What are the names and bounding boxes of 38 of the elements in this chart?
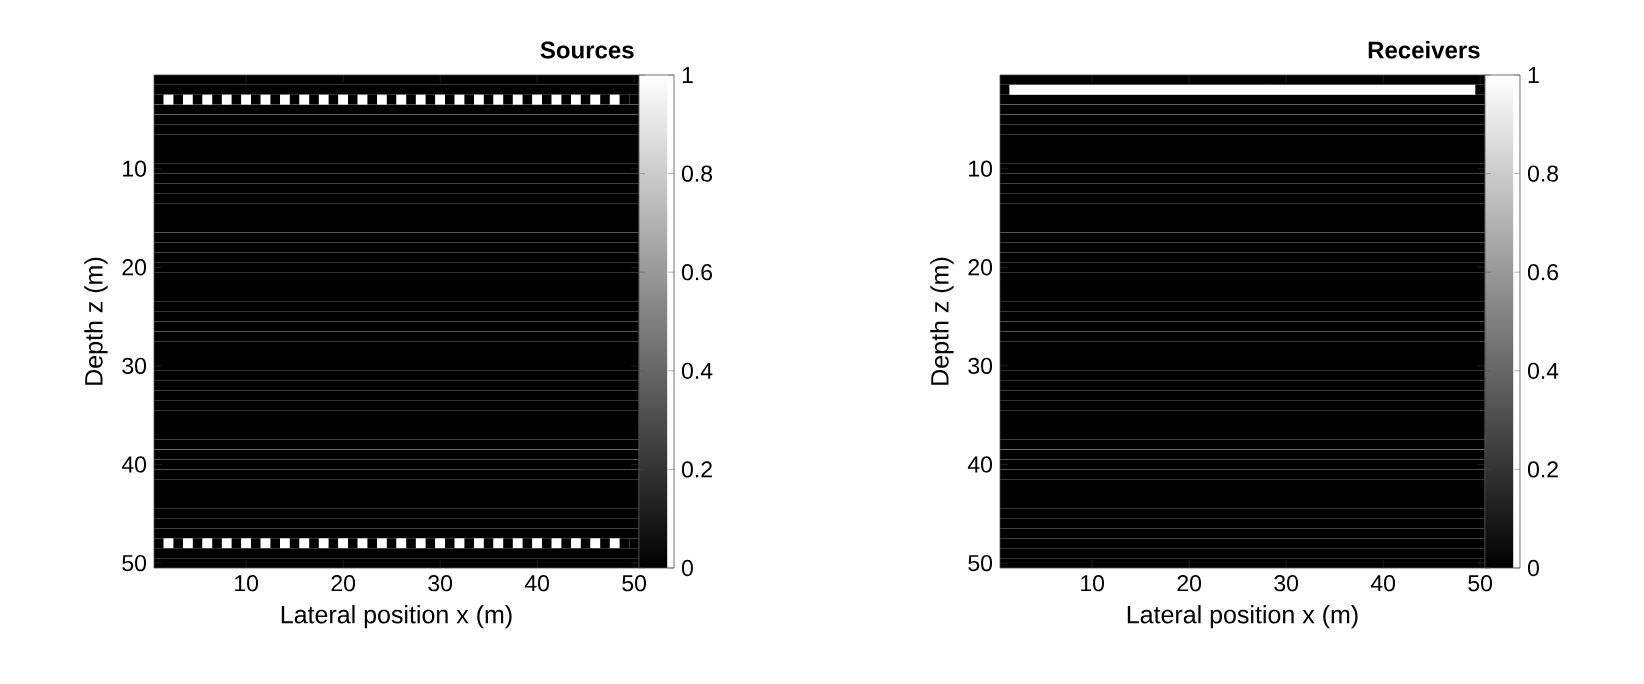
y-tick-label: 30	[122, 357, 147, 374]
x-tick-label: 40	[524, 575, 550, 592]
x-tick-label: 10	[1081, 575, 1105, 592]
x-axis-title: Lateral position x (m)	[281, 605, 512, 629]
color-bar-label: 0	[1527, 559, 1539, 577]
y-axis-title: Depth z (m)	[84, 257, 108, 385]
color-bar-label: 1	[1528, 67, 1539, 83]
y-tick-label: 30	[968, 357, 993, 374]
y-tick-label: 10	[969, 160, 993, 177]
y-tick-label: 50	[968, 554, 993, 572]
x-tick-label: 10	[235, 575, 259, 592]
color-bar-label: 0.2	[681, 461, 712, 478]
color-bar-label: 1	[682, 67, 693, 83]
color-bar-label: 0.6	[681, 264, 713, 281]
y-tick-label: 10	[123, 160, 147, 177]
color-bar-label: 0.4	[1527, 362, 1559, 379]
x-tick-label: 50	[622, 575, 647, 592]
y-tick-label: 40	[121, 456, 147, 473]
color-bar-label: 0.8	[681, 165, 713, 182]
y-axis-title: Depth z (m)	[930, 257, 954, 385]
y-tick-label: 40	[967, 456, 993, 473]
x-tick-label: 30	[428, 575, 453, 592]
x-axis-title: Lateral position x (m)	[1127, 605, 1358, 629]
chart-title: Receivers	[1368, 40, 1480, 59]
color-bar-label: 0.4	[681, 362, 713, 379]
x-tick-label: 20	[331, 575, 356, 592]
color-bar-label: 0.2	[1527, 461, 1558, 478]
y-tick-label: 50	[122, 554, 147, 572]
x-tick-label: 20	[1177, 575, 1202, 592]
chart-title: Sources	[540, 41, 634, 59]
y-tick-label: 20	[122, 259, 147, 276]
x-tick-label: 30	[1274, 575, 1299, 592]
color-bar-label: 0	[681, 559, 693, 577]
color-bar-label: 0.8	[1527, 165, 1559, 182]
x-tick-label: 40	[1370, 575, 1396, 592]
color-bar-label: 0.6	[1527, 264, 1558, 281]
y-tick-label: 20	[968, 259, 993, 276]
x-tick-label: 50	[1468, 575, 1493, 592]
